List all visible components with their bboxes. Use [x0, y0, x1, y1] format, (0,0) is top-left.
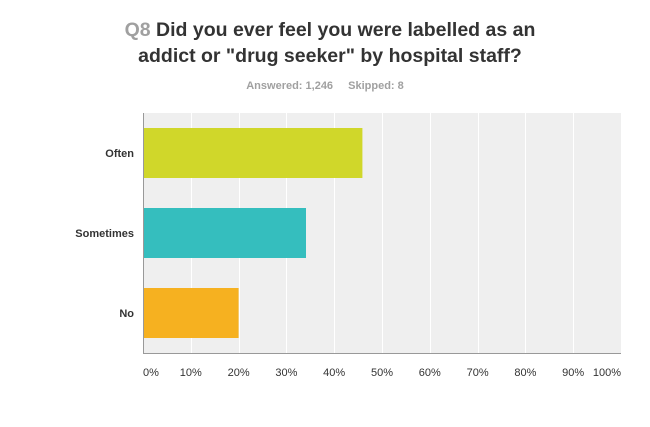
category-label: Often — [105, 148, 134, 160]
question-text-line-2: addict or "drug seeker" by hospital staf… — [138, 45, 522, 67]
bar — [144, 128, 363, 178]
skipped-count: Skipped: 8 — [348, 80, 404, 92]
x-tick-label: 80% — [514, 367, 536, 379]
x-tick-label: 90% — [562, 367, 584, 379]
bar — [144, 208, 306, 258]
question-number: Q8 — [124, 19, 151, 41]
x-tick-label: 70% — [467, 367, 489, 379]
answered-count: Answered: 1,246 — [246, 80, 334, 92]
response-stats: Answered: 1,246 Skipped: 8 — [0, 80, 650, 92]
x-tick-label: 20% — [228, 367, 250, 379]
x-tick-label: 100% — [593, 367, 621, 379]
x-tick-label: 30% — [275, 367, 297, 379]
x-tick-label: 60% — [419, 367, 441, 379]
bar — [144, 288, 239, 338]
x-tick-label: 0% — [143, 367, 159, 379]
category-label: No — [119, 308, 134, 320]
chart-title: Q8 Did you ever feel you were labelled a… — [60, 17, 600, 69]
question-text-line-1: Did you ever feel you were labelled as a… — [156, 19, 536, 41]
x-tick-label: 10% — [180, 367, 202, 379]
x-tick-label: 40% — [323, 367, 345, 379]
category-label: Sometimes — [75, 228, 134, 240]
x-tick-label: 50% — [371, 367, 393, 379]
